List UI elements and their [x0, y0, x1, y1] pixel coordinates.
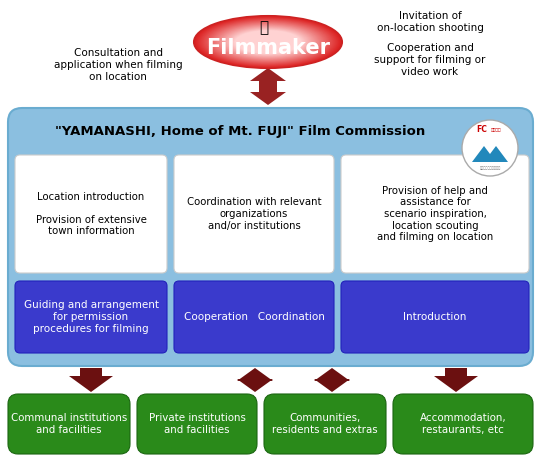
- Ellipse shape: [199, 18, 337, 66]
- Ellipse shape: [234, 30, 302, 54]
- Ellipse shape: [212, 22, 324, 62]
- Ellipse shape: [198, 17, 338, 67]
- Ellipse shape: [213, 22, 323, 62]
- Ellipse shape: [223, 26, 313, 58]
- FancyBboxPatch shape: [137, 394, 257, 454]
- Ellipse shape: [232, 29, 305, 55]
- Text: Filmmaker: Filmmaker: [206, 38, 330, 58]
- FancyBboxPatch shape: [174, 155, 334, 273]
- Ellipse shape: [235, 30, 301, 54]
- Ellipse shape: [204, 19, 333, 65]
- Text: やまなじ: やまなじ: [491, 128, 501, 132]
- Text: Provision of help and
assistance for
scenario inspiration,
location scouting
and: Provision of help and assistance for sce…: [377, 186, 493, 242]
- Polygon shape: [250, 92, 286, 105]
- Text: "YAMANASHI, Home of Mt. FUJI" Film Commission: "YAMANASHI, Home of Mt. FUJI" Film Commi…: [55, 125, 425, 139]
- Text: Cooperation   Coordination: Cooperation Coordination: [184, 312, 325, 322]
- FancyBboxPatch shape: [393, 394, 533, 454]
- Ellipse shape: [195, 17, 341, 67]
- Polygon shape: [323, 379, 341, 381]
- Polygon shape: [314, 379, 350, 392]
- Polygon shape: [314, 368, 350, 381]
- Ellipse shape: [227, 28, 308, 56]
- Ellipse shape: [216, 24, 320, 60]
- Text: Invitation of
on-location shooting: Invitation of on-location shooting: [376, 11, 483, 33]
- Polygon shape: [486, 138, 494, 146]
- Ellipse shape: [231, 29, 306, 55]
- Ellipse shape: [226, 28, 309, 56]
- Polygon shape: [259, 81, 277, 92]
- Polygon shape: [250, 68, 286, 81]
- Polygon shape: [445, 368, 467, 376]
- Ellipse shape: [206, 20, 329, 64]
- Ellipse shape: [215, 23, 321, 61]
- Polygon shape: [80, 368, 102, 376]
- Ellipse shape: [233, 29, 303, 55]
- Text: Private institutions
and facilities: Private institutions and facilities: [148, 413, 246, 435]
- Ellipse shape: [196, 17, 340, 67]
- FancyBboxPatch shape: [174, 281, 334, 353]
- Text: Coordination with relevant
organizations
and/or institutions: Coordination with relevant organizations…: [187, 197, 321, 230]
- Text: Introduction: Introduction: [403, 312, 467, 322]
- FancyBboxPatch shape: [341, 155, 529, 273]
- FancyBboxPatch shape: [264, 394, 386, 454]
- Polygon shape: [237, 379, 273, 392]
- Ellipse shape: [210, 22, 326, 62]
- Text: Location introduction

Provision of extensive
town information: Location introduction Provision of exten…: [36, 191, 146, 236]
- Polygon shape: [246, 379, 264, 381]
- Circle shape: [462, 120, 518, 176]
- Ellipse shape: [220, 25, 316, 59]
- Text: Communal institutions
and facilities: Communal institutions and facilities: [11, 413, 127, 435]
- Ellipse shape: [218, 24, 318, 60]
- Ellipse shape: [214, 23, 322, 61]
- Text: Accommodation,
restaurants, etc: Accommodation, restaurants, etc: [420, 413, 507, 435]
- Ellipse shape: [224, 27, 312, 57]
- Ellipse shape: [206, 20, 330, 64]
- Ellipse shape: [230, 28, 307, 56]
- Ellipse shape: [207, 21, 328, 63]
- Ellipse shape: [222, 26, 314, 58]
- Polygon shape: [434, 376, 478, 392]
- Polygon shape: [69, 376, 113, 392]
- Polygon shape: [237, 368, 273, 381]
- Ellipse shape: [228, 28, 308, 56]
- Ellipse shape: [211, 22, 325, 62]
- Ellipse shape: [219, 25, 317, 59]
- FancyBboxPatch shape: [341, 281, 529, 353]
- Ellipse shape: [208, 21, 327, 63]
- Text: FC: FC: [477, 125, 488, 134]
- Ellipse shape: [225, 27, 310, 57]
- Ellipse shape: [217, 24, 319, 60]
- Text: Consultation and
application when filming
on location: Consultation and application when filmin…: [53, 48, 183, 82]
- Text: Guiding and arrangement
for permission
procedures for filming: Guiding and arrangement for permission p…: [24, 300, 159, 334]
- FancyBboxPatch shape: [15, 281, 167, 353]
- Ellipse shape: [202, 19, 334, 65]
- Text: Cooperation and
support for filming or
video work: Cooperation and support for filming or v…: [374, 44, 485, 77]
- Ellipse shape: [194, 16, 342, 68]
- Ellipse shape: [200, 18, 336, 66]
- Ellipse shape: [221, 26, 315, 58]
- FancyBboxPatch shape: [8, 108, 533, 366]
- Text: Communities,
residents and extras: Communities, residents and extras: [272, 413, 378, 435]
- Polygon shape: [472, 146, 508, 162]
- Text: フィルムコミッション: フィルムコミッション: [480, 166, 501, 170]
- Ellipse shape: [205, 20, 332, 64]
- Text: 📷: 📷: [259, 21, 268, 35]
- Ellipse shape: [197, 17, 339, 67]
- FancyBboxPatch shape: [8, 394, 130, 454]
- Ellipse shape: [201, 18, 335, 66]
- FancyBboxPatch shape: [15, 155, 167, 273]
